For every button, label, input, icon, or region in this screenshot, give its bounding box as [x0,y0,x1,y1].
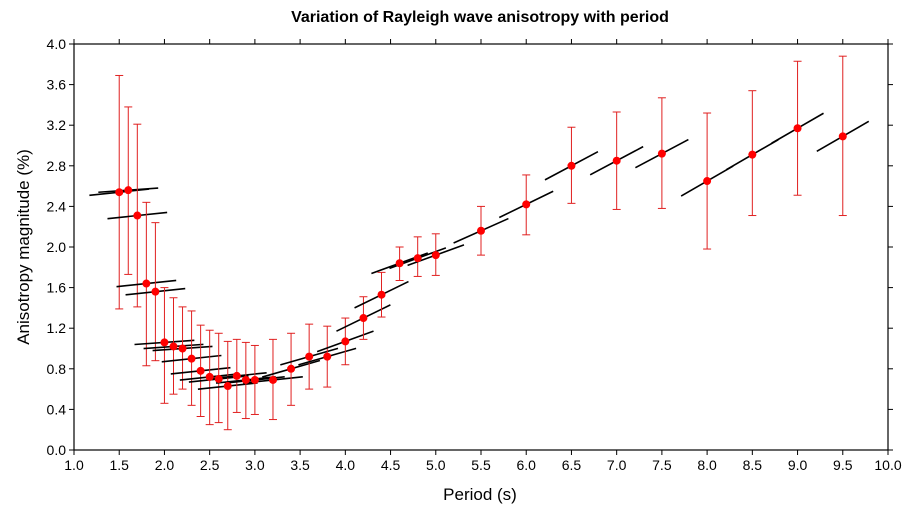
data-point [341,337,350,346]
y-axis-title: Anisotropy magnitude (%) [14,149,33,345]
y-tick-label: 2.4 [47,198,67,214]
x-tick-label: 8.5 [743,457,763,473]
data-point [287,364,296,373]
data-point [169,342,178,351]
x-tick-label: 3.0 [245,457,265,473]
x-tick-label: 5.0 [426,457,446,473]
data-point [151,287,160,296]
data-point [241,375,250,384]
x-tick-label: 3.5 [290,457,310,473]
x-tick-label: 2.5 [200,457,220,473]
data-point [612,156,621,165]
data-point [133,211,142,220]
x-tick-label: 5.5 [471,457,491,473]
y-tick-label: 2.0 [47,239,67,255]
data-point [359,314,368,323]
x-tick-label: 6.5 [562,457,582,473]
data-point [838,132,847,141]
x-tick-label: 8.0 [697,457,717,473]
data-point [657,149,666,158]
data-point [142,279,151,288]
data-point [395,259,404,268]
x-tick-label: 9.0 [788,457,808,473]
y-tick-label: 1.6 [47,280,67,296]
x-tick-label: 4.5 [381,457,401,473]
y-tick-label: 0.8 [47,361,67,377]
data-point [377,290,386,299]
x-tick-label: 4.0 [336,457,356,473]
y-tick-label: 3.6 [47,77,67,93]
data-point [232,371,241,380]
x-tick-label: 9.5 [833,457,853,473]
plot-area [89,55,870,431]
x-axis-title: Period (s) [443,485,517,504]
data-point [115,188,124,197]
chart-title: Variation of Rayleigh wave anisotropy wi… [291,9,669,26]
x-tick-label: 6.0 [516,457,536,473]
data-point [793,124,802,133]
data-point [196,366,205,375]
data-point [124,186,133,195]
y-tick-label: 4.0 [47,36,67,52]
x-tick-label: 1.5 [109,457,129,473]
data-point [160,338,169,347]
x-tick-label: 7.5 [652,457,672,473]
x-tick-label: 7.0 [607,457,627,473]
data-point [178,344,187,353]
axes: 1.0 1.5 2.0 2.5 3.0 3.5 4.0 4.5 5.0 5.5 6.0 6.5 7.0 7… [47,36,902,473]
data-point [431,251,440,260]
y-tick-label: 3.2 [47,117,67,133]
data-point [477,226,485,235]
data-point [323,352,332,361]
y-tick-label: 1.2 [47,320,67,336]
data-point [205,372,214,381]
x-tick-label: 10.0 [874,457,901,473]
data-point [187,354,196,363]
data-point [567,161,576,170]
x-tick-label: 1.0 [64,457,84,473]
data-point [703,177,712,186]
data-point [250,375,259,384]
y-tick-label: 0.4 [47,401,67,417]
data-point [413,254,422,263]
data-point [305,352,314,361]
data-point [268,375,277,384]
data-point [223,382,232,391]
data-point [214,374,223,383]
data-point [522,200,531,209]
y-tick-label: 0.0 [47,442,67,458]
data-point [748,150,757,159]
x-tick-label: 2.0 [155,457,175,473]
y-tick-label: 2.8 [47,158,67,174]
